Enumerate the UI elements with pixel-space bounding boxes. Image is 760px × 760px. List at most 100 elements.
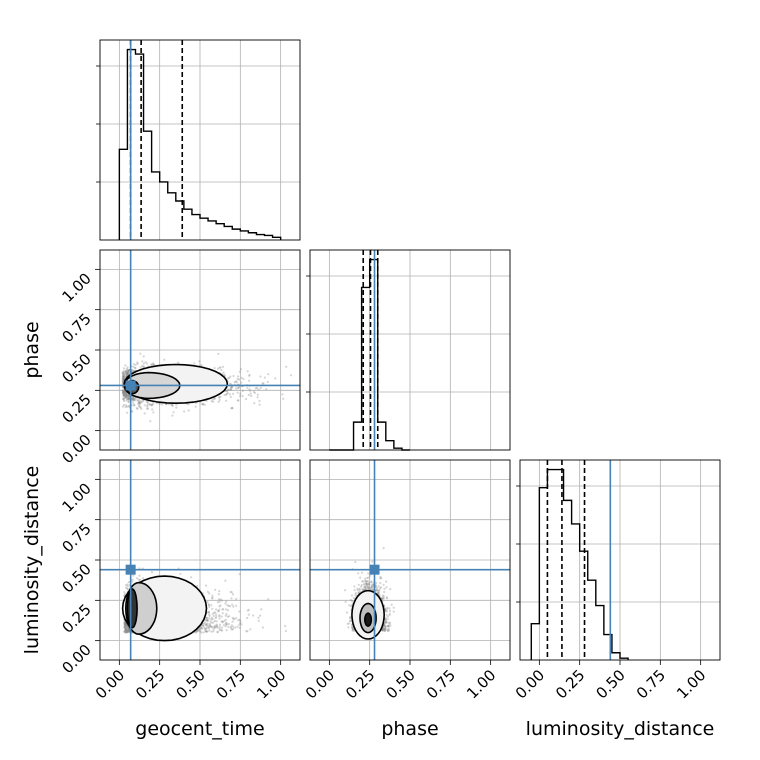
sample-point — [125, 393, 128, 396]
sample-point — [152, 363, 155, 366]
sample-point — [241, 394, 244, 398]
sample-point — [125, 399, 128, 402]
sample-point — [223, 394, 226, 397]
sample-point — [137, 404, 140, 408]
sample-point — [225, 399, 228, 402]
sample-point — [209, 624, 212, 628]
sample-point — [121, 376, 124, 379]
sample-point — [123, 390, 126, 394]
sample-point — [232, 593, 235, 596]
sample-point — [126, 373, 129, 376]
sample-point — [127, 397, 130, 400]
sample-point — [241, 389, 244, 392]
sample-point — [236, 391, 239, 394]
sample-point — [138, 403, 141, 406]
sample-point — [136, 577, 139, 580]
sample-point — [127, 397, 130, 400]
sample-point — [231, 406, 234, 410]
sample-point — [133, 399, 136, 402]
sample-point — [123, 392, 126, 395]
sample-point — [259, 375, 262, 378]
sample-point — [151, 408, 154, 411]
sample-point — [127, 395, 131, 398]
sample-point — [216, 367, 220, 370]
sample-point — [152, 363, 155, 366]
sample-point — [194, 405, 197, 408]
sample-point — [249, 392, 252, 395]
sample-point — [134, 397, 137, 400]
sample-point — [142, 355, 145, 358]
sample-point — [123, 395, 126, 398]
sample-point — [125, 393, 128, 396]
sample-point — [125, 370, 128, 373]
sample-point — [266, 380, 269, 384]
sample-point — [218, 366, 221, 369]
sample-point — [234, 380, 237, 383]
sample-point — [213, 626, 216, 629]
sample-point — [211, 594, 214, 597]
sample-point — [132, 574, 135, 577]
sample-point — [202, 622, 205, 625]
sample-point — [205, 584, 208, 587]
sample-point — [155, 402, 159, 405]
sample-point — [135, 407, 138, 410]
sample-point — [126, 372, 129, 375]
sample-point — [125, 372, 129, 375]
sample-point — [238, 385, 241, 389]
sample-point — [123, 373, 126, 376]
sample-point — [122, 378, 125, 381]
sample-point — [132, 399, 135, 402]
sample-point — [239, 392, 242, 395]
sample-point — [227, 388, 230, 391]
sample-point — [122, 391, 125, 394]
sample-point — [236, 375, 240, 378]
sample-point — [215, 608, 218, 611]
sample-point — [213, 397, 216, 400]
sample-point — [242, 377, 245, 381]
sample-point — [224, 614, 227, 617]
sample-point — [125, 371, 128, 374]
sample-point — [256, 393, 259, 396]
sample-point — [124, 405, 127, 409]
sample-point — [208, 617, 211, 620]
sample-point — [131, 397, 134, 401]
sample-point — [200, 631, 203, 634]
sample-point — [227, 388, 230, 391]
sample-point — [248, 373, 251, 376]
sample-point — [149, 420, 152, 423]
sample-point — [136, 362, 139, 365]
sample-point — [226, 391, 229, 395]
sample-point — [124, 392, 127, 395]
sample-point — [122, 392, 125, 395]
sample-point — [133, 403, 136, 406]
sample-point — [206, 590, 210, 593]
histogram-geocent_time — [118, 48, 282, 240]
sample-point — [252, 390, 256, 393]
sample-point — [136, 407, 139, 410]
sample-point — [238, 573, 241, 576]
sample-point — [203, 403, 206, 406]
sample-point — [240, 381, 243, 384]
sample-point — [232, 605, 235, 608]
sample-point — [123, 391, 126, 394]
sample-point — [122, 390, 125, 393]
sample-point — [249, 628, 252, 631]
sample-point — [126, 370, 129, 373]
sample-point — [206, 622, 209, 625]
sample-point — [131, 578, 134, 581]
sample-point — [137, 578, 141, 581]
sample-point — [190, 576, 193, 579]
sample-point — [121, 389, 124, 392]
sample-point — [139, 352, 142, 355]
sample-point — [253, 402, 256, 405]
sample-point — [219, 366, 222, 369]
sample-point — [247, 393, 250, 397]
sample-point — [137, 401, 141, 404]
sample-point — [124, 396, 127, 399]
sample-point — [131, 368, 134, 371]
sample-point — [211, 398, 214, 401]
sample-point — [284, 629, 288, 633]
sample-point — [195, 630, 198, 633]
sample-point — [127, 397, 130, 400]
sample-point — [141, 577, 145, 580]
